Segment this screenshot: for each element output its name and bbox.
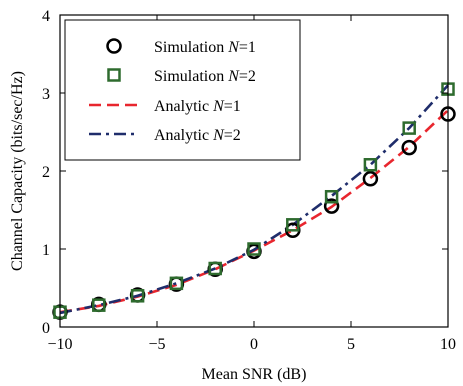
sim-n2-point bbox=[130, 289, 145, 303]
y-tick-label: 4 bbox=[42, 8, 50, 25]
legend-entry-label: Simulation N=1 bbox=[154, 39, 256, 56]
x-tick-label: −5 bbox=[148, 336, 165, 353]
sim-n2-point bbox=[208, 261, 222, 276]
y-tick-label: 1 bbox=[42, 242, 50, 259]
sim-n1-point bbox=[323, 198, 340, 214]
y-axis-label: Channel Capacity (bits/sec/Hz) bbox=[9, 71, 26, 271]
legend-marker-sim-n2 bbox=[107, 68, 121, 82]
sim-n2-point bbox=[169, 276, 184, 291]
sim-n2-point bbox=[286, 218, 300, 232]
legend-entry-label: Analytic N=2 bbox=[154, 127, 241, 144]
x-axis-label: Mean SNR (dB) bbox=[202, 366, 307, 383]
y-tick-label: 0 bbox=[42, 320, 50, 337]
sim-n2-point bbox=[363, 158, 378, 172]
y-tick-label: 3 bbox=[42, 86, 50, 103]
sim-n1-point bbox=[401, 139, 417, 156]
y-tick-label: 2 bbox=[42, 164, 50, 181]
legend-entry-label: Simulation N=2 bbox=[154, 68, 256, 85]
x-tick-label: 0 bbox=[250, 336, 258, 353]
legend-box bbox=[64, 19, 301, 161]
sim-n2-point bbox=[402, 121, 416, 135]
sim-n2-point bbox=[324, 189, 339, 204]
x-tick-label: −10 bbox=[47, 336, 72, 353]
x-tick-label: 5 bbox=[347, 336, 355, 353]
legend: Simulation N=1 Simulation N=2 Analytic N=1… bbox=[64, 19, 301, 161]
series-line-analytic-n2 bbox=[59, 84, 449, 315]
sim-n1-point bbox=[362, 171, 379, 187]
sim-n2-point bbox=[247, 242, 261, 256]
legend-marker-sim-n1 bbox=[106, 38, 122, 54]
x-tick-label: 10 bbox=[440, 336, 456, 353]
sim-n2-point bbox=[92, 298, 106, 312]
legend-entry-label: Analytic N=1 bbox=[154, 98, 241, 115]
ticks-layer: −10 −5 0 5 10 0 1 2 3 4 bbox=[42, 8, 456, 353]
